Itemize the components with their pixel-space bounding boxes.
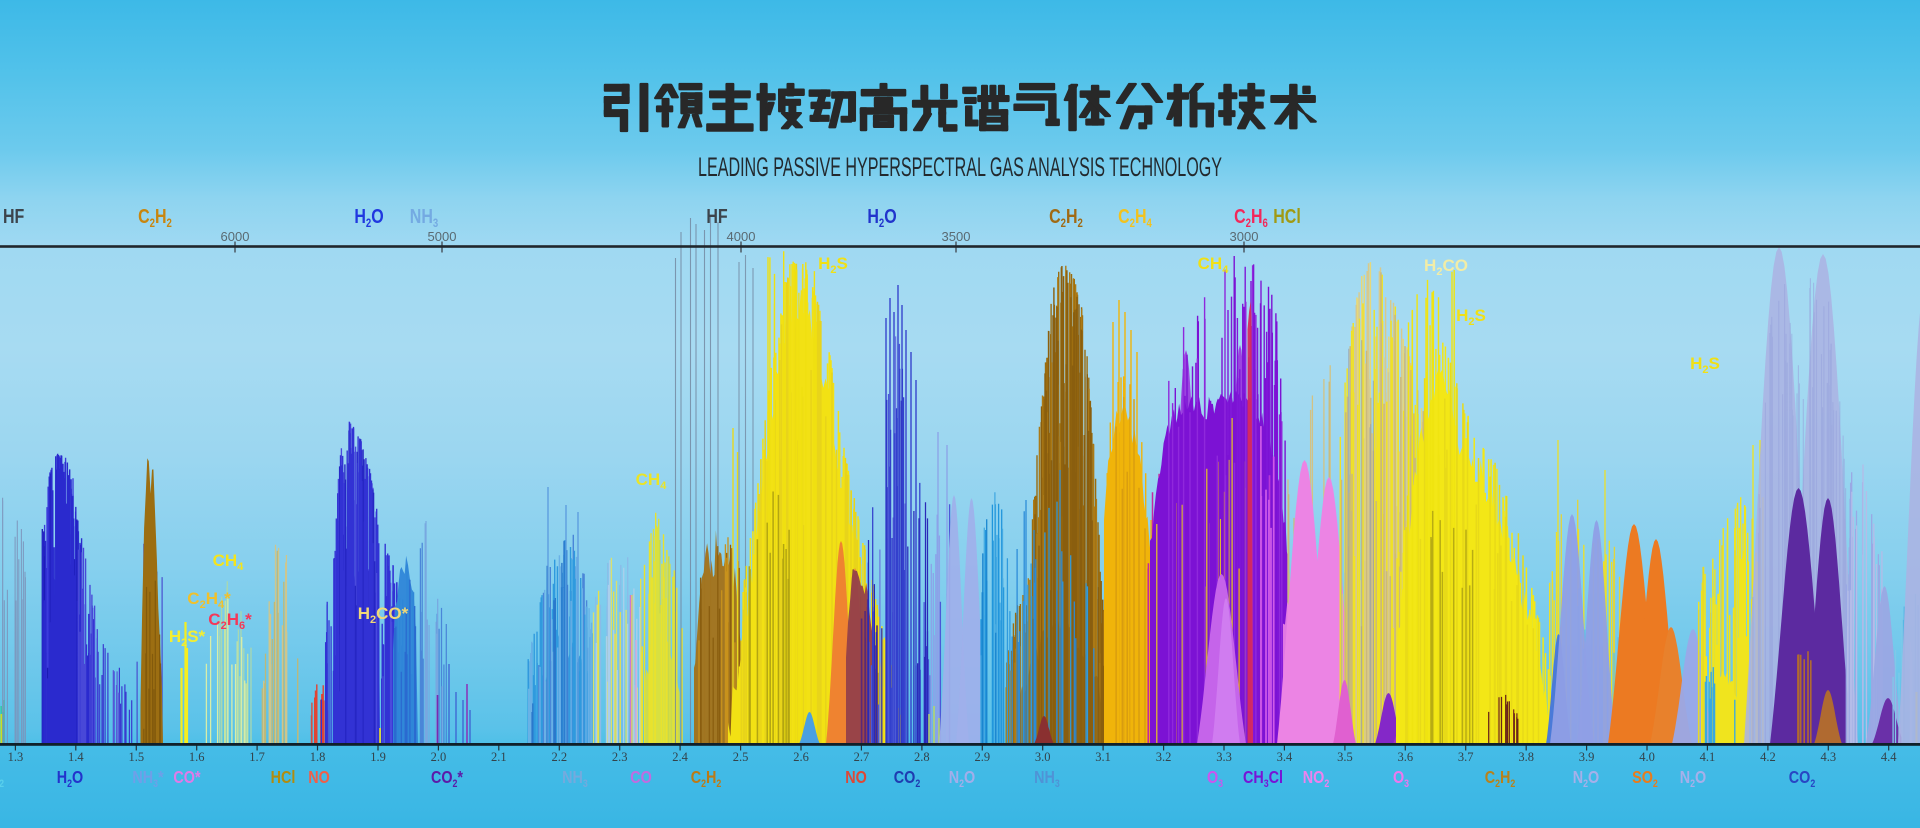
svg-text:2.6: 2.6	[793, 750, 809, 764]
svg-text:H2S: H2S	[1690, 354, 1720, 376]
svg-text:NO2: NO2	[1303, 768, 1330, 791]
svg-text:HF: HF	[706, 205, 727, 227]
svg-text:C2H2: C2H2	[1049, 205, 1083, 230]
svg-text:4000: 4000	[727, 229, 756, 244]
svg-text:2.2: 2.2	[551, 750, 567, 764]
svg-text:1.5: 1.5	[128, 750, 144, 764]
svg-text:CH4: CH4	[1198, 254, 1230, 276]
svg-text:CH4: CH4	[213, 551, 245, 573]
svg-text:N2O: N2O	[1680, 768, 1706, 791]
svg-text:4.3: 4.3	[1820, 750, 1836, 764]
svg-text:1.9: 1.9	[370, 750, 386, 764]
svg-text:3.3: 3.3	[1216, 750, 1232, 764]
svg-text:NH3: NH3	[1034, 768, 1060, 791]
svg-text:SO2: SO2	[1632, 768, 1658, 791]
svg-text:3000: 3000	[1230, 229, 1259, 244]
svg-text:1.7: 1.7	[249, 750, 265, 764]
svg-text:H2S*: H2S*	[169, 627, 206, 649]
svg-text:3.6: 3.6	[1397, 750, 1413, 764]
svg-text:H2CO*: H2CO*	[358, 604, 409, 626]
svg-text:5000: 5000	[428, 229, 457, 244]
svg-text:NH3: NH3	[562, 768, 588, 791]
svg-text:1.6: 1.6	[189, 750, 205, 764]
svg-text:H2CO: H2CO	[1424, 256, 1468, 278]
svg-text:CO2: CO2	[1789, 768, 1816, 791]
svg-text:2.9: 2.9	[974, 750, 990, 764]
svg-text:3.9: 3.9	[1579, 750, 1595, 764]
svg-text:HCl: HCl	[271, 768, 296, 788]
svg-text:2.3: 2.3	[612, 750, 628, 764]
svg-text:1.3: 1.3	[8, 750, 24, 764]
svg-text:3.1: 3.1	[1095, 750, 1111, 764]
svg-text:3.5: 3.5	[1337, 750, 1353, 764]
svg-text:CO2: CO2	[894, 768, 921, 791]
svg-text:6000: 6000	[221, 229, 250, 244]
svg-text:3.8: 3.8	[1518, 750, 1534, 764]
svg-text:CO*: CO*	[173, 768, 201, 788]
svg-text:LEADING PASSIVE HYPERSPECTRAL: LEADING PASSIVE HYPERSPECTRAL GAS ANALYS…	[698, 152, 1222, 182]
svg-text:CO2*: CO2*	[431, 768, 464, 791]
svg-text:CO: CO	[630, 768, 652, 788]
svg-text:C2H6*: C2H6*	[208, 610, 252, 632]
svg-text:C2H4*: C2H4*	[187, 589, 231, 611]
svg-text:4.4: 4.4	[1881, 750, 1897, 764]
svg-text:3.7: 3.7	[1458, 750, 1474, 764]
svg-text:O2: O2	[0, 768, 4, 791]
svg-text:2.8: 2.8	[914, 750, 930, 764]
svg-text:CH3Cl: CH3Cl	[1243, 768, 1283, 791]
svg-text:H2O: H2O	[867, 205, 896, 230]
svg-text:3.0: 3.0	[1035, 750, 1051, 764]
svg-text:C2H6: C2H6	[1234, 205, 1268, 230]
svg-text:2.0: 2.0	[431, 750, 447, 764]
svg-text:C2H2: C2H2	[138, 205, 172, 230]
svg-text:H2O: H2O	[354, 205, 383, 230]
svg-text:NH3: NH3	[410, 205, 438, 230]
svg-text:1.8: 1.8	[310, 750, 326, 764]
svg-text:2.1: 2.1	[491, 750, 507, 764]
svg-text:N2O: N2O	[1573, 768, 1599, 791]
svg-text:4.1: 4.1	[1700, 750, 1716, 764]
svg-text:NO: NO	[308, 768, 330, 788]
svg-text:C2H4: C2H4	[1118, 205, 1152, 230]
svg-text:O3: O3	[1207, 768, 1223, 791]
svg-text:1.4: 1.4	[68, 750, 84, 764]
svg-text:4.2: 4.2	[1760, 750, 1776, 764]
svg-text:O3: O3	[1393, 768, 1409, 791]
svg-text:HCl: HCl	[1273, 205, 1301, 227]
svg-text:2.5: 2.5	[733, 750, 749, 764]
svg-text:C2H2: C2H2	[1485, 768, 1516, 791]
svg-text:NH3*: NH3*	[132, 768, 164, 791]
svg-text:3.2: 3.2	[1156, 750, 1172, 764]
svg-text:H2S: H2S	[818, 254, 848, 276]
svg-text:H2S: H2S	[1456, 306, 1486, 328]
svg-text:N2O: N2O	[949, 768, 975, 791]
svg-text:3500: 3500	[942, 229, 971, 244]
svg-text:C2H2: C2H2	[691, 768, 722, 791]
svg-text:3.4: 3.4	[1277, 750, 1293, 764]
svg-text:CH4: CH4	[636, 470, 668, 492]
svg-text:2.4: 2.4	[672, 750, 688, 764]
svg-text:4.0: 4.0	[1639, 750, 1655, 764]
svg-text:2.7: 2.7	[854, 750, 870, 764]
svg-text:NO: NO	[845, 768, 867, 788]
svg-text:H2O: H2O	[57, 768, 83, 791]
svg-text:HF: HF	[3, 205, 24, 227]
